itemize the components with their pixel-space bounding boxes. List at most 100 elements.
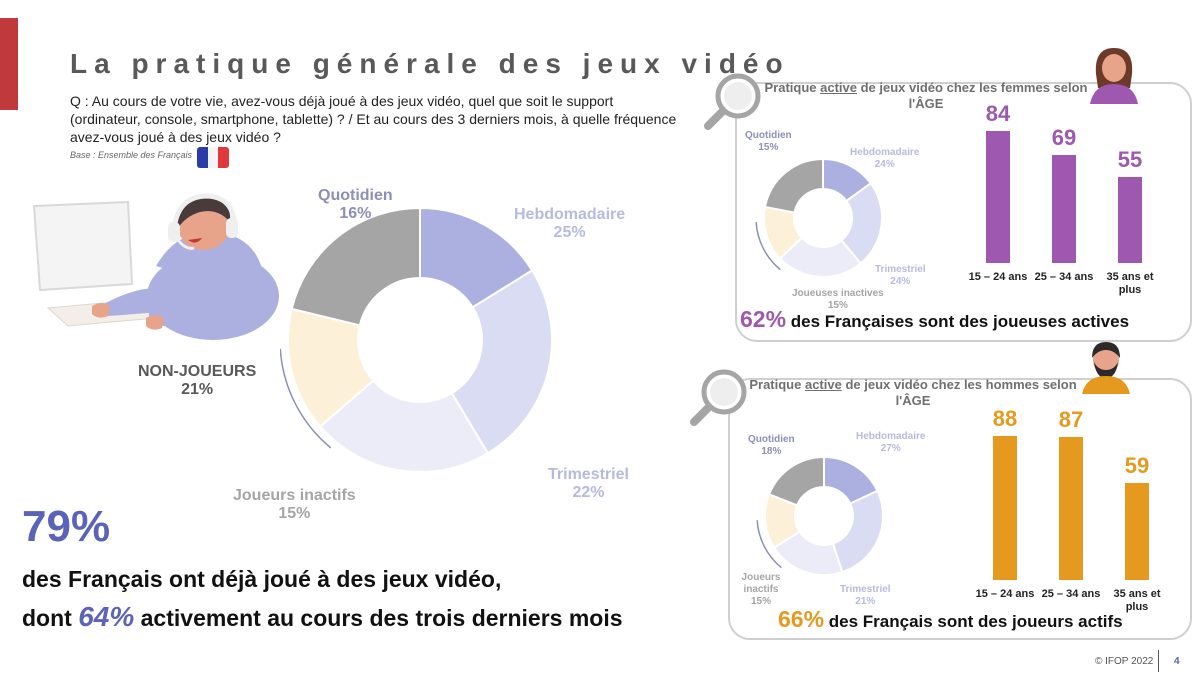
title-pre: Pratique xyxy=(764,80,821,95)
label-name: Hebdomadaire xyxy=(850,147,920,158)
title-post: de jeux vidéo chez les femmes selon l'ÂG… xyxy=(857,80,1088,111)
bar-category-label: 15 – 24 ans xyxy=(968,271,1028,283)
label-name: Trimestriel xyxy=(875,264,926,275)
headline-line2-pct: 64% xyxy=(78,601,135,632)
slice-inactifs xyxy=(287,307,375,428)
men-summary-pct: 66% xyxy=(778,606,825,632)
bar-category-label: 35 ans et plus xyxy=(1106,271,1154,296)
men-label-hebdomadaire: Hebdomadaire 27% xyxy=(856,431,925,455)
title-underlined: active xyxy=(820,80,857,95)
label-name: Joueurs inactifs xyxy=(233,487,356,504)
rotation-arrow-icon xyxy=(756,520,782,569)
label-pct: 21% xyxy=(181,381,214,398)
bar-category-label: 25 – 34 ans xyxy=(1041,588,1101,600)
rotation-arrow-icon xyxy=(755,222,781,271)
magnifier-icon xyxy=(690,369,747,426)
french-flag-icon xyxy=(197,147,229,168)
bar-value-label: 84 xyxy=(985,101,1011,127)
label-name: Quotidien xyxy=(748,434,795,445)
slice-non-joueurs xyxy=(763,157,824,214)
label-quotidien: Quotidien 16% xyxy=(318,187,393,223)
label-pct: 24% xyxy=(890,276,911,287)
label-name: Hebdomadaire xyxy=(514,206,626,223)
men-label-trimestriel: Trimestriel 21% xyxy=(840,584,891,608)
headline-line2-post: activement au cours des trois derniers m… xyxy=(134,605,623,631)
headline-line1: des Français ont déjà joué à des jeux vi… xyxy=(22,566,502,592)
magnifier-icon xyxy=(704,73,761,130)
flag-stripe xyxy=(207,147,219,168)
main-donut-chart xyxy=(280,206,553,473)
slice-hebdomadaire xyxy=(450,269,553,455)
women-summary: 62% des Françaises sont des joueuses act… xyxy=(740,306,1129,333)
bar-category-label: 35 ans et plus xyxy=(1113,588,1161,613)
rotation-arrow-icon xyxy=(280,348,332,449)
label-name: Hebdomadaire xyxy=(856,431,926,442)
men-label-quotidien: Quotidien 18% xyxy=(748,434,795,458)
label-hebdomadaire: Hebdomadaire 25% xyxy=(514,206,625,242)
bar-value-label: 55 xyxy=(1117,146,1143,172)
copyright: © IFOP 2022 xyxy=(1095,656,1154,667)
label-name: Trimestriel xyxy=(840,584,891,595)
slice-hebdomadaire xyxy=(831,489,884,574)
headline-percentage: 79% xyxy=(22,502,111,551)
title-post: de jeux vidéo chez les hommes selon l'ÂG… xyxy=(841,377,1077,408)
flag-stripe xyxy=(197,147,208,168)
gamer-illustration xyxy=(32,193,279,340)
title-underlined: active xyxy=(804,377,842,392)
label-name: NON-JOUEURS xyxy=(138,363,257,380)
label-inactifs: Joueurs inactifs 15% xyxy=(233,487,356,523)
men-panel xyxy=(728,378,1192,640)
bar xyxy=(1059,437,1083,580)
footer-divider xyxy=(1158,650,1159,672)
label-pct: 16% xyxy=(339,205,372,222)
headline-line2-pre: dont xyxy=(22,605,79,631)
page-number: 4 xyxy=(1174,656,1180,667)
label-pct: 24% xyxy=(874,159,895,170)
headline-line2: dont 64% activement au cours des trois d… xyxy=(22,598,662,637)
men-summary-text: des Français sont des joueurs actifs xyxy=(824,612,1123,631)
bar-value-label: 88 xyxy=(992,405,1018,431)
label-pct: 15% xyxy=(278,505,311,522)
men-summary: 66% des Français sont des joueurs actifs xyxy=(778,606,1123,633)
men-label-inactifs: Joueurs inactifs 15% xyxy=(740,572,782,608)
accent-bar xyxy=(0,18,18,110)
label-pct: 15% xyxy=(827,300,848,311)
women-label-trimestriel: Trimestriel 24% xyxy=(875,264,926,288)
label-name: Joueuses inactives xyxy=(792,288,884,299)
women-label-quotidien: Quotidien 15% xyxy=(745,130,792,154)
label-pct: 25% xyxy=(553,224,586,241)
women-panel-title: Pratique active de jeux vidéo chez les f… xyxy=(752,80,1100,112)
bar xyxy=(1125,483,1149,580)
label-pct: 27% xyxy=(880,443,901,454)
women-summary-pct: 62% xyxy=(740,306,787,332)
bar xyxy=(1118,176,1142,263)
label-pct: 22% xyxy=(572,484,605,501)
bar-value-label: 69 xyxy=(1051,124,1077,150)
slice-non-joueurs xyxy=(290,206,421,327)
label-pct: 21% xyxy=(855,596,876,607)
women-summary-text: des Françaises sont des joueuses actives xyxy=(786,312,1130,331)
question-text: Q : Au cours de votre vie, avez-vous déj… xyxy=(70,93,677,145)
bar xyxy=(1052,154,1076,263)
label-name: Trimestriel xyxy=(548,466,629,483)
label-pct: 18% xyxy=(761,446,782,457)
women-label-inactives: Joueuses inactives 15% xyxy=(792,288,884,312)
bar-category-label: 15 – 24 ans xyxy=(975,588,1035,600)
bar xyxy=(993,435,1017,580)
base-note: Base : Ensemble des Français xyxy=(70,150,193,160)
page-title: La pratique générale des jeux vidéo xyxy=(70,48,790,79)
women-panel xyxy=(735,82,1192,342)
men-panel-title: Pratique active de jeux vidéo chez les h… xyxy=(740,377,1086,409)
bar-value-label: 87 xyxy=(1058,407,1084,433)
label-name: Quotidien xyxy=(745,130,792,141)
bar xyxy=(986,131,1010,263)
women-label-hebdomadaire: Hebdomadaire 24% xyxy=(850,147,919,171)
slice-trimestriel xyxy=(318,379,490,473)
slice-non-joueurs xyxy=(767,455,825,507)
flag-stripe xyxy=(218,147,229,168)
woman-avatar-icon xyxy=(1090,48,1138,104)
label-non-joueurs: NON-JOUEURS 21% xyxy=(138,363,256,399)
label-pct: 15% xyxy=(750,596,771,607)
label-name: Joueurs inactifs xyxy=(741,572,781,595)
man-avatar-icon xyxy=(1082,342,1130,394)
